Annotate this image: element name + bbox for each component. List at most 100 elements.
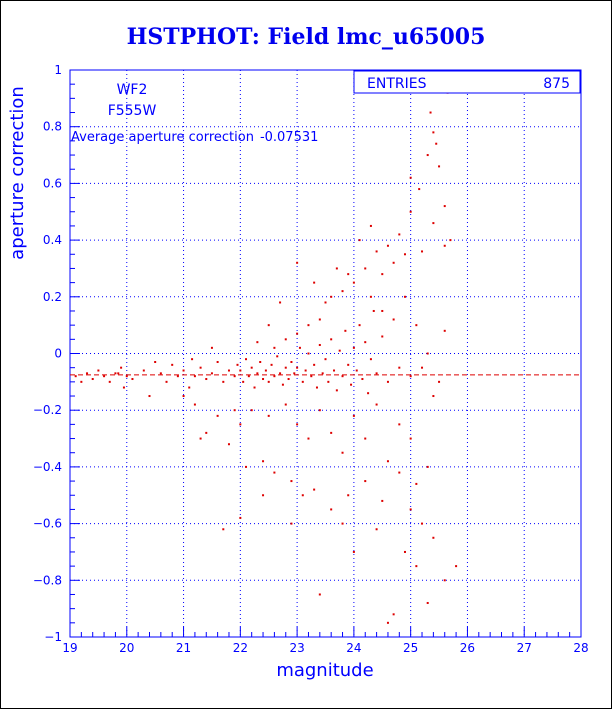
data-point xyxy=(80,380,83,383)
chip-label: WF2 xyxy=(117,82,148,98)
data-point xyxy=(364,437,367,440)
data-point xyxy=(171,363,174,366)
y-tick-label: 0.4 xyxy=(43,233,62,247)
data-point xyxy=(293,372,296,375)
data-point xyxy=(216,361,219,364)
data-point xyxy=(233,409,236,412)
data-point xyxy=(287,378,290,381)
data-point xyxy=(205,431,208,434)
data-point xyxy=(443,244,446,247)
data-point xyxy=(131,378,134,381)
data-point xyxy=(256,372,259,375)
data-point xyxy=(372,309,375,312)
data-point xyxy=(409,508,412,511)
data-point xyxy=(443,329,446,332)
data-point xyxy=(381,309,384,312)
y-tick-label: 0.8 xyxy=(43,120,62,134)
data-point xyxy=(247,375,250,378)
data-point xyxy=(330,338,333,341)
data-point xyxy=(330,431,333,434)
data-point xyxy=(301,494,304,497)
data-point xyxy=(301,380,304,383)
data-point xyxy=(270,363,273,366)
x-tick-label: 27 xyxy=(517,641,532,655)
data-point xyxy=(432,131,435,134)
data-point xyxy=(296,332,299,335)
data-point xyxy=(426,601,429,604)
data-point xyxy=(364,341,367,344)
y-tick-label: −0.4 xyxy=(33,460,62,474)
data-point xyxy=(421,250,424,253)
data-point xyxy=(97,369,100,372)
data-point xyxy=(358,324,361,327)
data-point xyxy=(398,233,401,236)
data-point xyxy=(352,550,355,553)
data-point xyxy=(148,395,151,398)
data-point xyxy=(338,349,341,352)
x-tick-label: 25 xyxy=(403,641,418,655)
data-point xyxy=(352,281,355,284)
data-point xyxy=(103,375,106,378)
data-point xyxy=(352,346,355,349)
data-point xyxy=(369,295,372,298)
data-point xyxy=(415,482,418,485)
y-tick-label: 0.6 xyxy=(43,176,62,190)
x-tick-label: 21 xyxy=(176,641,191,655)
data-point xyxy=(284,366,287,369)
data-point xyxy=(352,414,355,417)
data-point xyxy=(117,372,120,375)
data-point xyxy=(449,239,452,242)
data-point xyxy=(307,324,310,327)
data-point xyxy=(250,366,253,369)
data-point xyxy=(409,437,412,440)
data-point xyxy=(347,363,350,366)
data-point xyxy=(239,516,242,519)
data-point xyxy=(296,423,299,426)
data-point xyxy=(236,363,239,366)
y-tick-label: 1 xyxy=(54,63,62,77)
data-point xyxy=(267,380,270,383)
data-point xyxy=(398,471,401,474)
stats-box: ENTRIES 875 xyxy=(353,70,581,94)
data-point xyxy=(296,261,299,264)
x-axis-label: magnitude xyxy=(276,660,373,681)
data-point xyxy=(267,324,270,327)
data-point xyxy=(276,355,279,358)
x-tick-label: 23 xyxy=(289,641,304,655)
data-point xyxy=(273,375,276,378)
data-point xyxy=(182,369,185,372)
data-point xyxy=(392,613,395,616)
data-point xyxy=(341,451,344,454)
data-point xyxy=(222,528,225,531)
data-point xyxy=(375,403,378,406)
data-point xyxy=(182,395,185,398)
data-point xyxy=(296,366,299,369)
data-point xyxy=(253,386,256,389)
data-point xyxy=(321,372,324,375)
data-point xyxy=(298,346,301,349)
data-point xyxy=(227,369,230,372)
data-point xyxy=(239,423,242,426)
data-point xyxy=(386,460,389,463)
data-point xyxy=(409,210,412,213)
data-point xyxy=(381,499,384,502)
data-point xyxy=(318,318,321,321)
data-point xyxy=(386,380,389,383)
data-point xyxy=(421,522,424,525)
data-point xyxy=(318,343,321,346)
y-tick-label: 0 xyxy=(54,347,62,361)
data-point xyxy=(290,522,293,525)
x-tick-label: 22 xyxy=(233,641,248,655)
data-point xyxy=(239,369,242,372)
stats-entries-label: ENTRIES xyxy=(367,76,427,92)
data-point xyxy=(259,361,262,364)
data-point xyxy=(403,295,406,298)
y-axis-label: aperture correction xyxy=(7,86,28,260)
data-point xyxy=(344,329,347,332)
data-point xyxy=(369,358,372,361)
data-point xyxy=(313,281,316,284)
data-point xyxy=(386,621,389,624)
data-point xyxy=(432,395,435,398)
average-annotation: Average aperture correction -0.07531 xyxy=(71,130,318,145)
